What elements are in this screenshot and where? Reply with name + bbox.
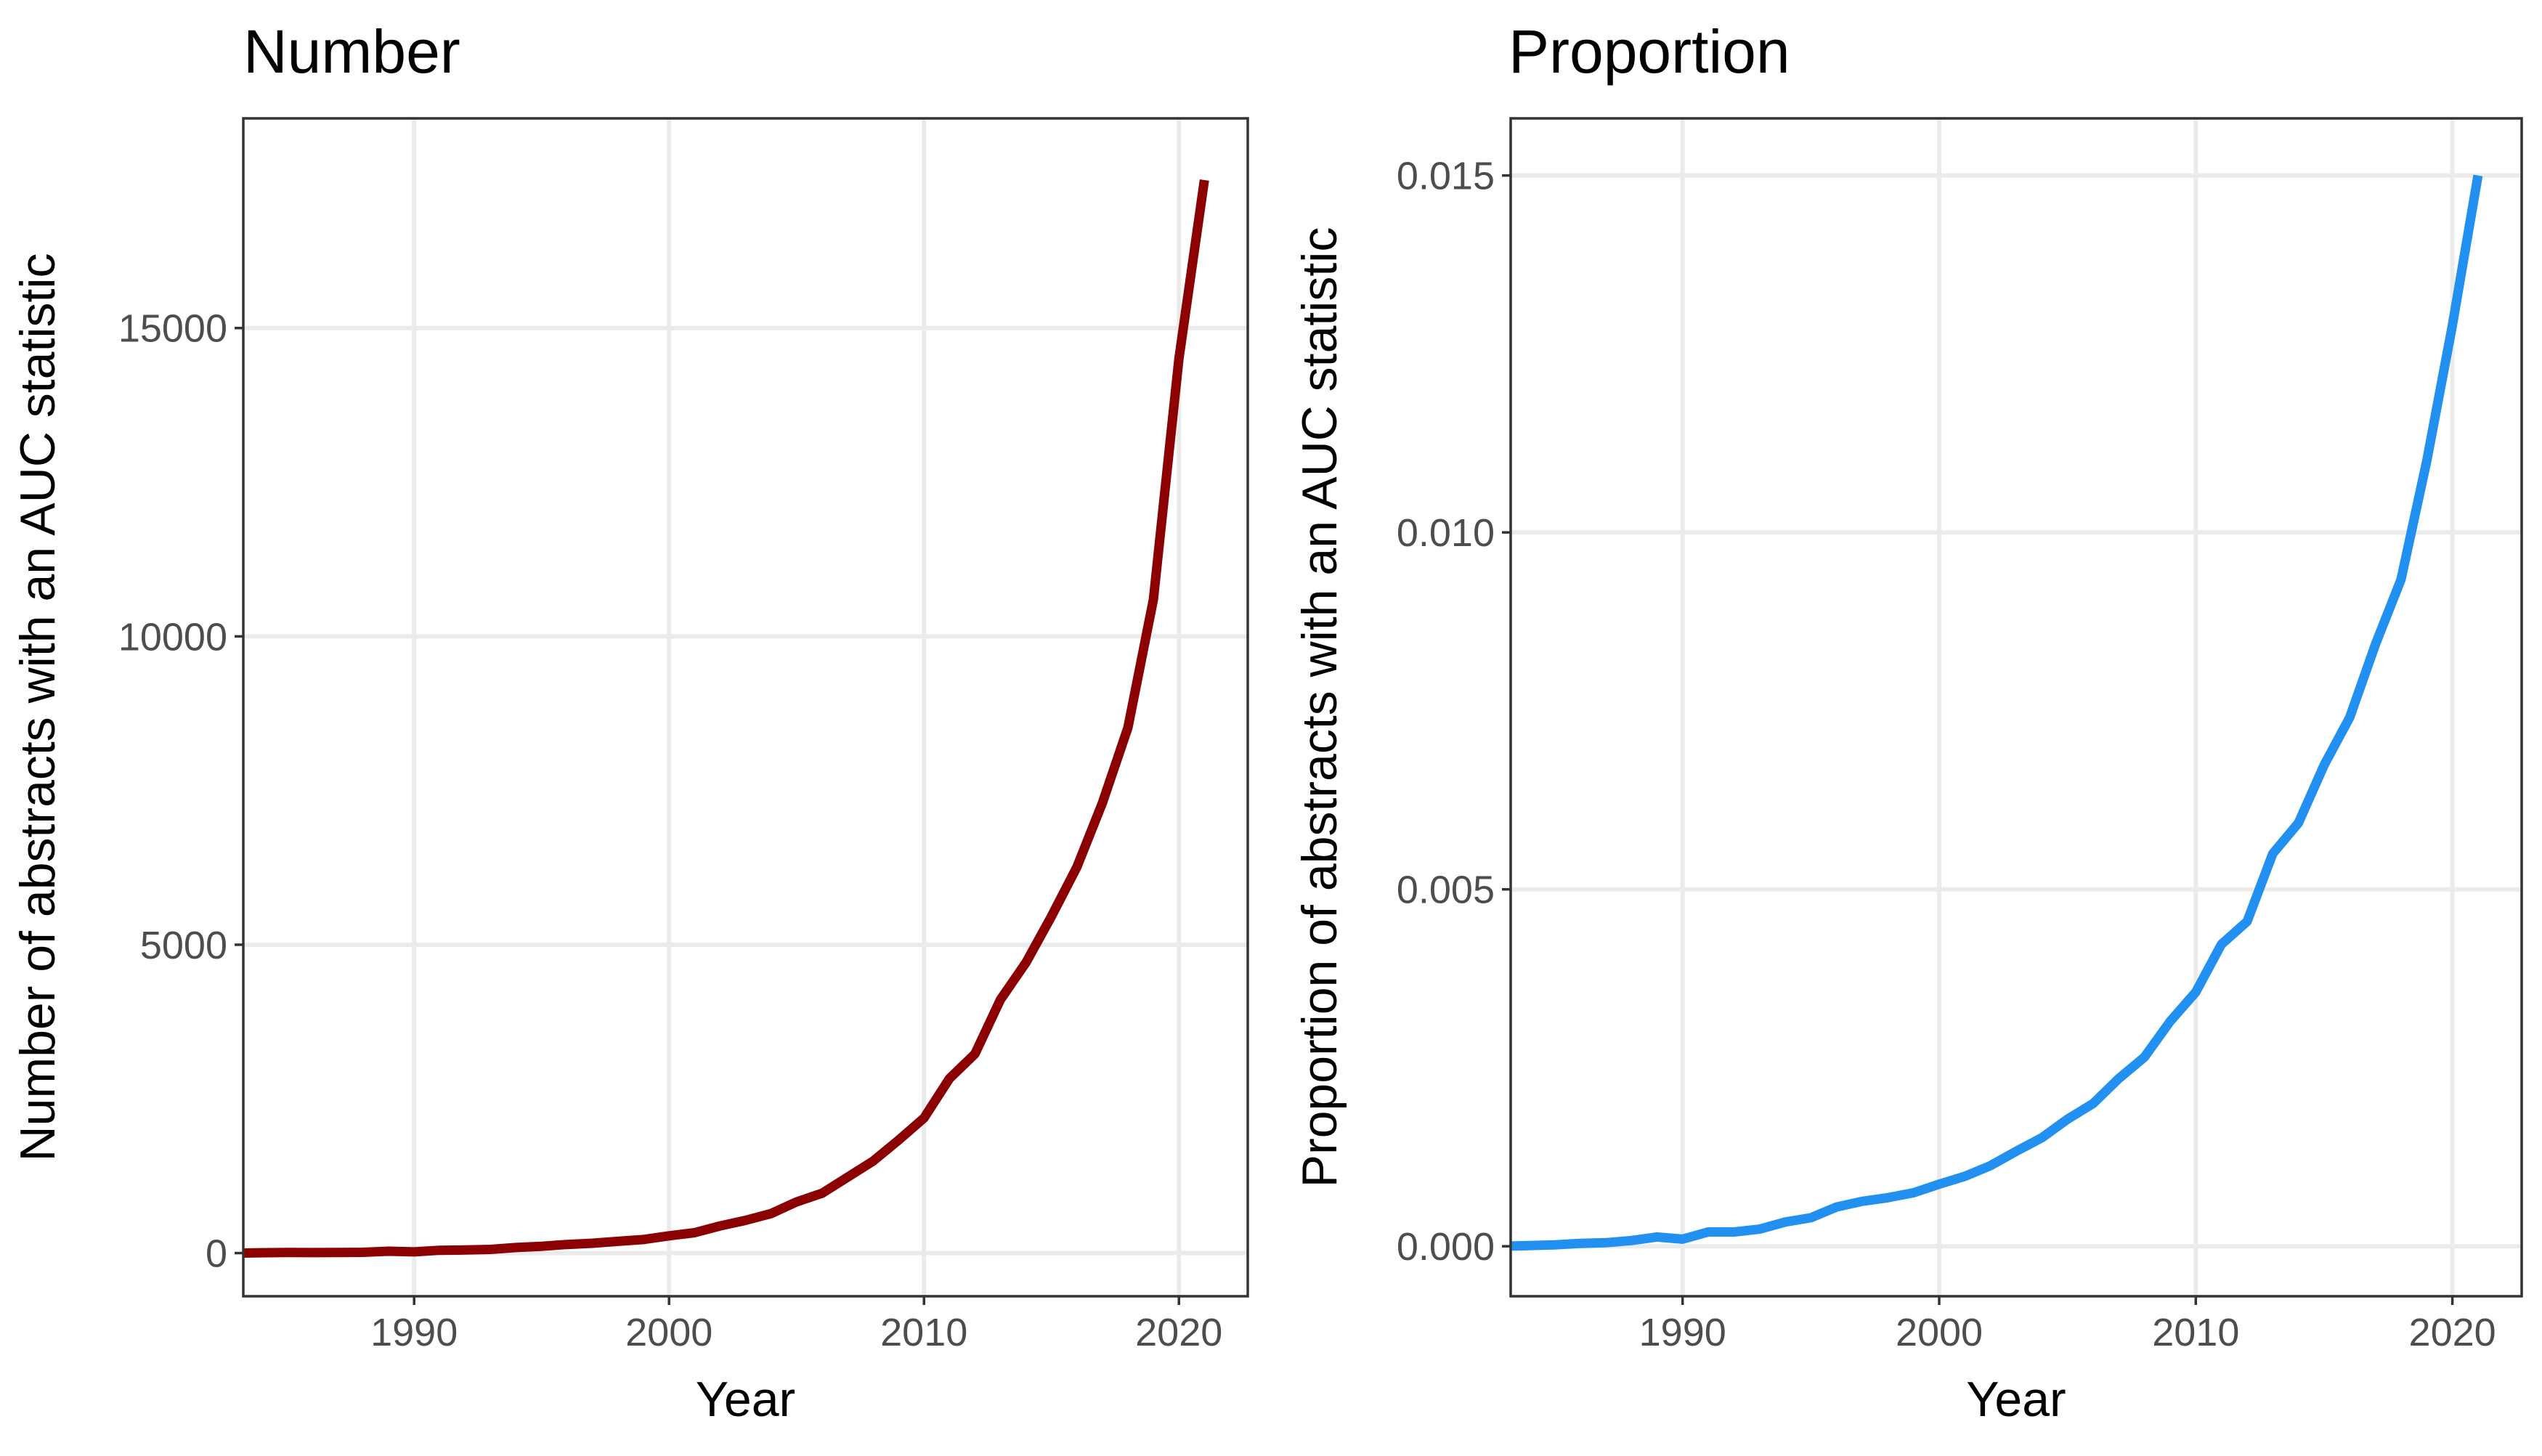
proportion-ticks: 1990 2000 2010 2020 0.000 0.005 0.010 0.015 bbox=[1397, 155, 2496, 1354]
proportion-grid bbox=[1511, 118, 2522, 1296]
number-series-line bbox=[243, 179, 1209, 1258]
number-x-tick-label: 2020 bbox=[1135, 1311, 1222, 1354]
proportion-x-tick-label: 1990 bbox=[1639, 1311, 1726, 1354]
number-y-tick-label: 10000 bbox=[118, 615, 227, 659]
proportion-y-tick-label: 0.005 bbox=[1397, 869, 1495, 912]
number-x-axis-title: Year bbox=[696, 1372, 795, 1427]
number-x-tick-label: 2010 bbox=[880, 1311, 967, 1354]
proportion-x-axis-title: Year bbox=[1966, 1372, 2066, 1427]
number-plot-border bbox=[242, 117, 1249, 1298]
proportion-x-tick-label: 2010 bbox=[2152, 1311, 2239, 1354]
number-chart-title: Number bbox=[243, 17, 460, 86]
number-y-axis-title: Number of abstracts with an AUC statisti… bbox=[10, 253, 65, 1162]
proportion-y-axis-title: Proportion of abstracts with an AUC stat… bbox=[1292, 227, 1347, 1188]
number-x-tick-label: 1990 bbox=[370, 1311, 458, 1354]
number-ticks: 1990 2000 2010 2020 0 5000 10000 15000 bbox=[118, 307, 1222, 1354]
proportion-x-tick-label: 2020 bbox=[2409, 1311, 2496, 1354]
proportion-plot-border bbox=[1509, 117, 2523, 1298]
number-y-tick-label: 5000 bbox=[140, 924, 227, 967]
proportion-chart-title: Proportion bbox=[1508, 17, 1790, 86]
proportion-y-tick-label: 0.010 bbox=[1397, 511, 1495, 555]
proportion-y-tick-label: 0.015 bbox=[1397, 155, 1495, 198]
proportion-x-tick-label: 2000 bbox=[1896, 1311, 1983, 1354]
number-grid bbox=[243, 118, 1248, 1296]
number-x-tick-label: 2000 bbox=[625, 1311, 712, 1354]
number-y-tick-label: 15000 bbox=[118, 307, 227, 351]
number-panel: 1990 2000 2010 2020 0 5000 10000 15000 Number Y… bbox=[10, 17, 1249, 1427]
proportion-panel: 1990 2000 2010 2020 0.000 0.005 0.010 0.015 Pro… bbox=[1292, 17, 2523, 1427]
proportion-series-line bbox=[1511, 174, 2483, 1251]
proportion-y-tick-label: 0.000 bbox=[1397, 1225, 1495, 1269]
number-y-tick-label: 0 bbox=[206, 1232, 227, 1276]
